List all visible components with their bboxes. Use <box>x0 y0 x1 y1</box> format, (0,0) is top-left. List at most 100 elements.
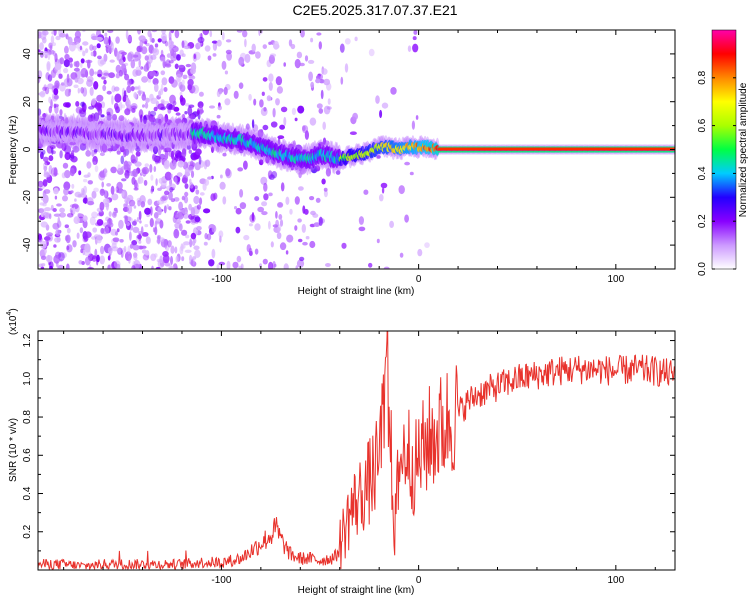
noise-blob <box>64 53 70 60</box>
noise-blob <box>150 188 154 194</box>
noise-blob <box>155 178 158 186</box>
noise-blob <box>129 199 136 207</box>
noise-blob <box>103 53 108 63</box>
noise-blob <box>257 206 265 213</box>
noise-blob <box>163 160 170 170</box>
noise-blob <box>209 30 213 38</box>
noise-blob <box>170 245 175 254</box>
noise-blob <box>222 152 227 157</box>
noise-blob <box>107 30 114 34</box>
noise-blob <box>96 254 100 263</box>
noise-blob <box>153 166 157 172</box>
noise-blob <box>211 146 214 153</box>
colorbar-ticks: 0.0 0.2 0.4 0.6 0.8 <box>697 70 736 276</box>
colorbar-label: Normalized spectral amplitude <box>738 82 749 217</box>
noise-blob <box>53 254 61 264</box>
noise-blob <box>199 105 204 115</box>
x-tick-label: 100 <box>607 575 624 586</box>
noise-blob <box>97 73 102 77</box>
y-tick-label: 1.0 <box>22 371 33 385</box>
noise-blob <box>181 148 187 158</box>
noise-blob <box>220 174 223 179</box>
noise-blob <box>151 30 158 33</box>
noise-blob <box>53 244 57 248</box>
noise-blob <box>174 214 178 219</box>
noise-blob <box>251 119 255 129</box>
noise-blob <box>244 38 247 48</box>
noise-blob <box>160 56 166 62</box>
noise-blob <box>80 62 83 68</box>
noise-blob <box>191 240 196 246</box>
noise-blob <box>269 53 277 57</box>
noise-blob <box>195 148 202 156</box>
noise-blob <box>131 265 136 269</box>
noise-blob <box>126 204 133 214</box>
noise-blob <box>221 31 225 41</box>
noise-blob <box>141 232 149 237</box>
noise-blob <box>108 35 111 46</box>
noise-blob <box>192 256 197 260</box>
noise-blob <box>96 94 104 102</box>
noise-blob <box>152 153 157 162</box>
noise-blob <box>168 150 175 158</box>
noise-blob <box>263 182 268 192</box>
noise-blob <box>44 248 47 254</box>
noise-blob <box>174 222 182 229</box>
noise-blob <box>115 231 118 236</box>
noise-blob <box>134 259 139 264</box>
noise-blob <box>53 167 58 177</box>
noise-blob <box>189 238 193 248</box>
noise-blob <box>91 255 97 262</box>
noise-blob <box>127 78 132 87</box>
noise-blob <box>104 32 108 37</box>
noise-blob <box>283 62 287 67</box>
y-tick-label: -40 <box>22 237 33 252</box>
noise-blob <box>70 150 75 159</box>
noise-blob <box>254 248 259 255</box>
noise-blob <box>141 245 147 249</box>
x-tick-label: 100 <box>607 274 624 285</box>
noise-blob <box>291 107 296 116</box>
noise-blob <box>44 207 52 212</box>
noise-blob <box>318 216 323 226</box>
noise-blob <box>145 236 151 244</box>
noise-blob <box>177 160 185 168</box>
noise-blob <box>175 112 181 116</box>
noise-blob <box>46 171 50 177</box>
noise-blob <box>38 49 41 53</box>
noise-blob <box>115 36 120 44</box>
noise-blob <box>326 106 332 110</box>
noise-blob <box>203 208 211 214</box>
noise-blob <box>304 130 309 140</box>
noise-blob <box>133 255 138 261</box>
noise-blob <box>84 243 91 253</box>
noise-blob <box>153 212 159 219</box>
noise-blob <box>217 105 222 111</box>
noise-blob <box>83 174 90 178</box>
noise-blob <box>259 99 264 108</box>
noise-blob <box>381 102 389 109</box>
noise-blob <box>178 64 185 69</box>
noise-blob <box>102 84 107 92</box>
noise-blob <box>138 35 146 42</box>
noise-blob <box>66 227 71 234</box>
noise-blob <box>204 179 210 186</box>
noise-blob <box>164 261 170 267</box>
noise-blob <box>59 83 66 92</box>
noise-blob <box>47 51 51 61</box>
noise-blob <box>64 170 71 179</box>
snr-y-ticks: 0.2 0.4 0.6 0.8 1.0 1.2 <box>22 333 675 552</box>
noise-blob <box>87 180 94 185</box>
noise-blob <box>56 236 61 243</box>
noise-blob <box>172 150 177 155</box>
noise-blob <box>164 150 169 160</box>
noise-blob <box>66 245 70 251</box>
noise-blob <box>187 78 194 87</box>
noise-blob <box>116 51 120 61</box>
noise-blob <box>96 36 103 41</box>
noise-blob <box>368 262 373 268</box>
noise-blob <box>82 87 88 97</box>
noise-blob <box>137 30 141 35</box>
noise-blob <box>108 72 115 79</box>
